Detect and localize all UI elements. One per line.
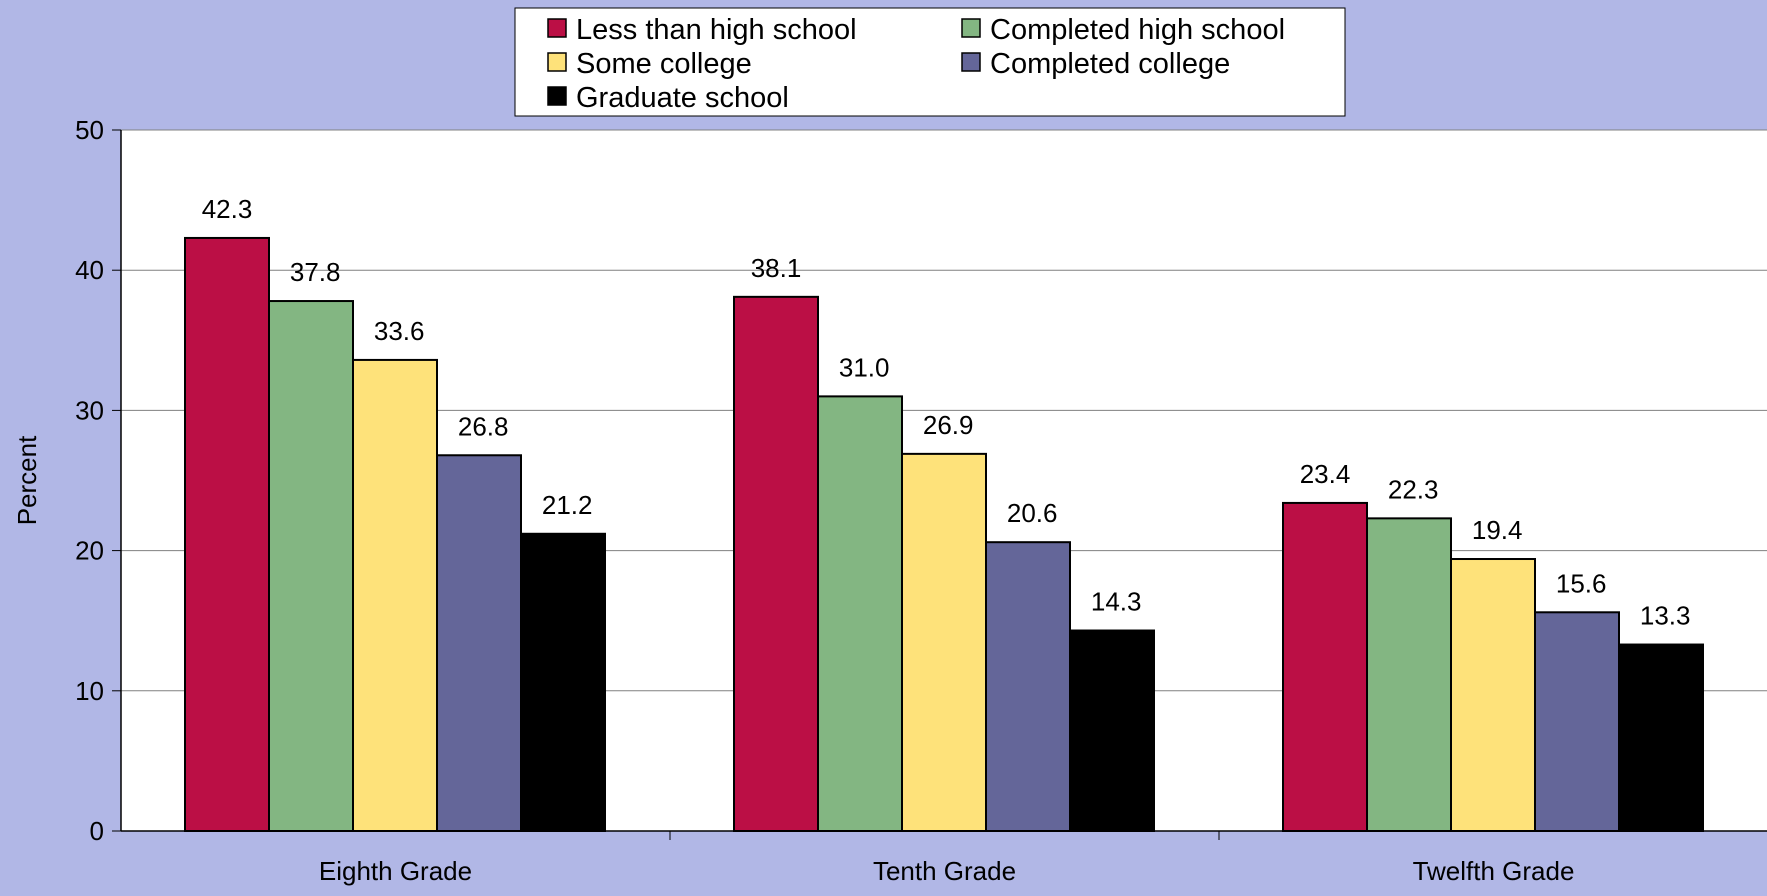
y-tick-label: 40 — [75, 255, 104, 285]
legend-label: Less than high school — [576, 14, 857, 46]
legend-swatch — [961, 52, 981, 72]
legend-label: Graduate school — [576, 82, 789, 114]
legend-label: Completed college — [990, 48, 1230, 80]
y-tick-label: 10 — [75, 676, 104, 706]
data-label: 42.3 — [202, 194, 253, 224]
data-label: 19.4 — [1472, 515, 1523, 545]
data-label: 21.2 — [542, 490, 593, 520]
bar — [733, 295, 819, 832]
data-label: 20.6 — [1007, 498, 1058, 528]
data-label: 26.8 — [458, 411, 509, 441]
bar — [520, 532, 606, 832]
data-label: 22.3 — [1388, 474, 1439, 504]
x-tick-label: Twelfth Grade — [1413, 856, 1575, 886]
data-label: 31.0 — [839, 352, 890, 382]
bars — [184, 236, 1704, 833]
bar — [1366, 517, 1452, 832]
y-tick-label: 30 — [75, 395, 104, 425]
data-labels: 42.3 37.8 33.6 26.8 21.2 38.1 31.0 26.9 20.6 14.3… — [202, 194, 1691, 631]
legend-swatch — [547, 18, 567, 38]
data-label: 37.8 — [290, 257, 341, 287]
legend-label: Completed high school — [990, 14, 1285, 46]
data-label: 23.4 — [1300, 459, 1351, 489]
bar — [901, 452, 987, 832]
bar — [817, 395, 903, 832]
legend-swatch — [961, 18, 981, 38]
data-label: 15.6 — [1556, 568, 1607, 598]
axes: 0 10 20 30 40 50 Eighth Grade Tenth Grade Twelft… — [75, 115, 1767, 886]
data-label: 13.3 — [1640, 601, 1691, 631]
legend-box — [514, 7, 1346, 117]
data-label: 38.1 — [751, 253, 802, 283]
x-tick-label: Tenth Grade — [873, 856, 1016, 886]
data-label: 33.6 — [374, 316, 425, 346]
y-tick-label: 50 — [75, 115, 104, 145]
bar — [436, 454, 522, 832]
legend-label: Some college — [576, 48, 752, 80]
bar — [1534, 611, 1620, 833]
bar — [985, 541, 1071, 832]
legend: Less than high school Completed high scho… — [514, 7, 1346, 117]
legend-swatch — [547, 86, 567, 106]
bar — [268, 300, 354, 832]
bar — [1450, 558, 1536, 833]
bar — [1618, 643, 1704, 832]
legend-swatch — [547, 52, 567, 72]
bar — [352, 358, 438, 832]
y-axis-title: Percent — [12, 435, 42, 525]
y-tick-label: 20 — [75, 536, 104, 566]
bar — [184, 236, 270, 833]
data-label: 26.9 — [923, 410, 974, 440]
x-tick-label: Eighth Grade — [319, 856, 472, 886]
bar — [1282, 501, 1368, 832]
data-label: 14.3 — [1091, 587, 1142, 617]
bar — [1069, 629, 1155, 832]
y-tick-label: 0 — [90, 816, 104, 846]
